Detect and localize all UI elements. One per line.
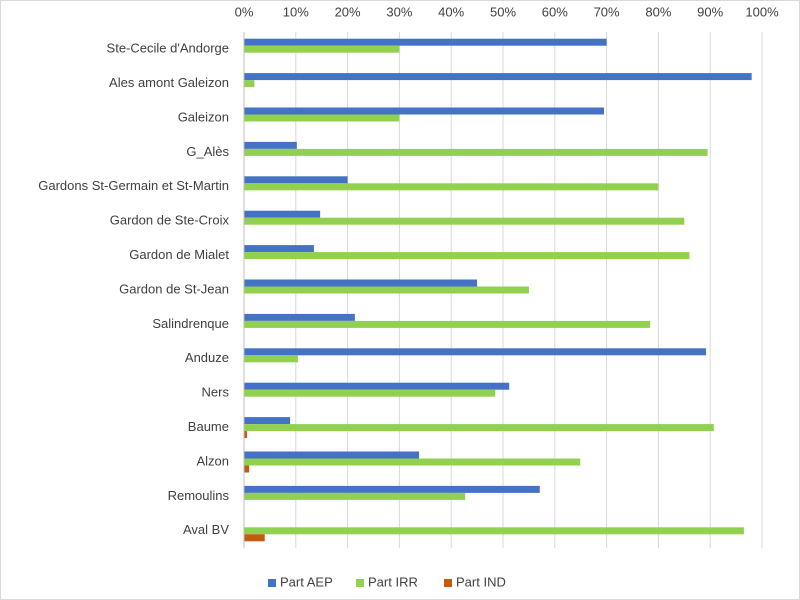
- bar: [244, 107, 605, 115]
- legend-label: Part IRR: [368, 574, 418, 589]
- x-tick-label: 100%: [745, 4, 779, 19]
- y-tick-label: Alzon: [196, 453, 229, 468]
- bar: [244, 114, 400, 122]
- bar: [244, 417, 291, 425]
- bar: [244, 458, 581, 466]
- bar: [244, 355, 298, 363]
- x-tick-label: 30%: [386, 4, 412, 19]
- y-tick-label: G_Alès: [186, 144, 229, 159]
- bar: [244, 73, 752, 81]
- bar: [244, 141, 297, 149]
- bar: [244, 176, 348, 184]
- bar: [244, 320, 651, 328]
- y-tick-label: Salindrenque: [152, 316, 229, 331]
- bar: [244, 80, 255, 88]
- bar: [244, 527, 744, 535]
- bar: [244, 45, 400, 53]
- x-tick-label: 10%: [283, 4, 309, 19]
- y-tick-label: Ste-Cecile d'Andorge: [107, 41, 229, 56]
- bar: [244, 465, 250, 473]
- bar: [244, 313, 355, 321]
- bar: [244, 424, 714, 432]
- legend-label: Part IND: [456, 574, 506, 589]
- bar: [244, 217, 685, 225]
- y-tick-label: Galeizon: [178, 109, 229, 124]
- legend-label: Part AEP: [280, 574, 333, 589]
- bar: [244, 210, 321, 218]
- bar: [244, 38, 607, 46]
- y-tick-label: Gardon de Mialet: [129, 247, 229, 262]
- bar: [244, 382, 510, 390]
- legend-swatch: [268, 579, 276, 587]
- x-tick-label: 80%: [645, 4, 671, 19]
- legend-swatch: [444, 579, 452, 587]
- bar: [244, 245, 314, 253]
- bar: [244, 534, 265, 542]
- x-tick-label: 20%: [335, 4, 361, 19]
- x-tick-label: 40%: [438, 4, 464, 19]
- x-tick-label: 60%: [542, 4, 568, 19]
- x-tick-label: 50%: [490, 4, 516, 19]
- bar: [244, 252, 690, 260]
- y-tick-label: Anduze: [185, 350, 229, 365]
- y-tick-label: Ales amont Galeizon: [109, 75, 229, 90]
- y-tick-label: Ners: [202, 385, 230, 400]
- y-tick-label: Gardon de St-Jean: [119, 281, 229, 296]
- legend-swatch: [356, 579, 364, 587]
- y-tick-label: Aval BV: [183, 522, 229, 537]
- x-tick-label: 90%: [697, 4, 723, 19]
- bar: [244, 286, 529, 294]
- bar: [244, 492, 466, 500]
- bar: [244, 485, 540, 493]
- bar: [244, 431, 248, 439]
- x-tick-label: 70%: [594, 4, 620, 19]
- bar: [244, 279, 478, 287]
- bar: [244, 451, 420, 459]
- bar: [244, 348, 707, 356]
- y-tick-label: Gardons St-Germain et St-Martin: [38, 178, 229, 193]
- bar: [244, 148, 708, 156]
- x-tick-label: 0%: [235, 4, 254, 19]
- y-tick-label: Baume: [188, 419, 229, 434]
- y-tick-label: Remoulins: [168, 488, 230, 503]
- bar: [244, 183, 659, 191]
- bar: [244, 389, 496, 397]
- y-tick-label: Gardon de Ste-Croix: [110, 213, 230, 228]
